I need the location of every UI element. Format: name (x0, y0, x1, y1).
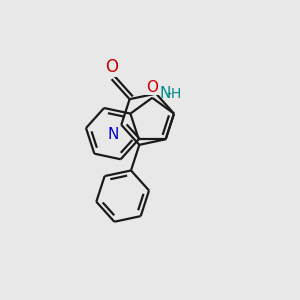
Text: N: N (160, 86, 171, 101)
Text: N: N (108, 127, 119, 142)
Text: O: O (105, 59, 118, 77)
Text: O: O (146, 79, 158, 94)
Text: -H: -H (167, 87, 182, 100)
Text: O: O (105, 58, 118, 76)
Text: O: O (146, 80, 158, 95)
